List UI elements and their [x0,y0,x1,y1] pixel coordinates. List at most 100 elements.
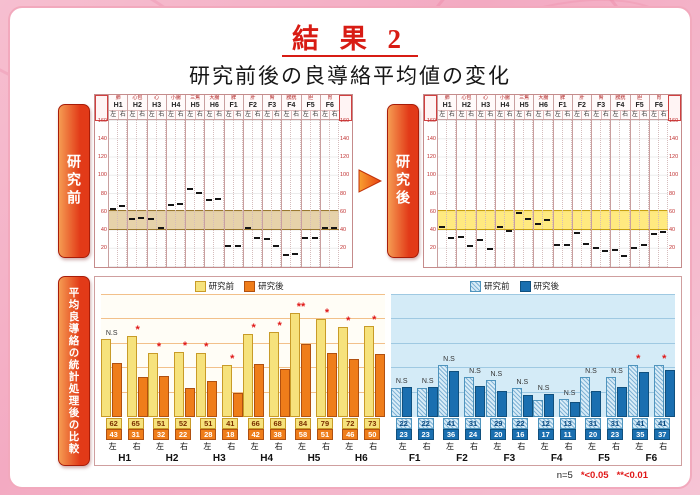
bars-row [485,379,507,417]
side-sublabel: 右 [448,112,455,118]
meridian-column-F3: 腎 F3 左右 [262,95,282,267]
gridline [391,294,675,295]
bar-group-H6: * * [337,295,385,417]
bar-after [138,377,149,417]
data-mark [138,217,145,220]
data-subcolumn-左 [225,120,234,267]
bar-pair-H4-right: * [269,321,291,417]
group-name: H3 [212,453,226,464]
labels-zone-F: 22 23 22 23 左右 F1 41 36 31 24 左右 F2 29 20 22 16 左右 F3 12 17… [391,418,675,464]
meridian-organ-label: 心 [154,95,160,101]
data-subcolumn-右 [582,120,591,267]
bar-after [348,358,359,417]
data-subcolumn-右 [214,120,224,267]
column-header: 三焦 H5 左右 [186,95,205,120]
axis-tick-label: 100 [97,172,107,178]
side-sublabel: 左 [321,111,331,119]
gridline [101,367,385,369]
data-mark [215,197,222,200]
data-subcolumn-左 [515,120,525,267]
axis-tick-label: 120 [426,153,436,160]
slide: 結 果 2 研究前後の良導絡平均値の変化 研究前 160 140 120 100 80 6… [8,6,692,489]
meridian-column-H5: 三焦 H5 左右 [185,95,205,267]
left-right-labels: 左右 [156,441,188,452]
physiological-band [534,209,553,231]
bar-group-labels-H5: 84 58 79 51 左右 H5 [290,418,337,464]
meridian-code-label: F5 [306,102,315,109]
physiological-band [438,209,457,231]
column-plot-body [166,120,185,267]
left-right-header: 左右 [630,110,649,119]
gridline [391,318,675,320]
side-sublabel: 左 [445,442,454,451]
value-stack-right: 68 38 [269,418,286,440]
meridian-column-H1: 肺 H1 左右 [437,95,457,267]
column-header: 脾 F1 左右 [553,95,572,120]
bar-before [127,335,138,417]
meridian-organ-label: 胃 [656,95,662,101]
data-subcolumn-右 [157,120,166,267]
bar-before [101,339,112,417]
bar-pair-H5-left: ** [290,301,312,417]
meridian-column-H1: 肺 H1 左右 [108,95,128,267]
value-after: 43 [105,429,122,440]
meridian-code-label: H2 [461,102,471,109]
data-subcolumn-右 [176,120,185,267]
left-right-labels: 左右 [588,441,620,452]
meridian-organ-label: 膀胱 [286,95,297,101]
data-subcolumn-左 [631,120,640,267]
bar-before [337,327,348,417]
meridian-code-label: F3 [597,102,606,109]
meridian-organ-label: 腎 [269,95,275,101]
bar-after [428,386,439,417]
value-before: 84 [294,418,311,429]
data-mark [602,250,609,253]
meridian-column-H3: 心 H3 左右 [475,95,495,267]
column-header: 三焦 H5 左右 [515,95,534,120]
significance-marker: * [372,313,377,326]
physiological-band [147,209,166,231]
axis-tick-area: 160 140 120 100 80 60 40 20 [424,118,437,267]
side-sublabel: 右 [293,112,300,118]
axis-tick-label: 120 [97,153,107,160]
legend-label-before-h: 研究前 [208,281,235,291]
meridian-column-F6: 胃 F6 左右 [319,95,339,267]
data-subcolumn-左 [186,120,196,267]
data-mark [157,227,164,230]
side-sublabel: 左 [203,442,212,451]
value-before: 65 [127,418,144,429]
data-subcolumn-左 [457,120,467,267]
value-boxes: 22 23 22 23 [395,418,434,440]
physiological-band [109,209,128,231]
bar-pair-F2-left: N.S [438,354,460,417]
data-mark [302,236,309,239]
bar-after [475,385,486,417]
legend-label-before-f: 研究前 [484,281,510,291]
value-after: 36 [442,429,459,440]
value-stack-left: 22 23 [395,418,412,440]
group-name: F1 [408,453,421,464]
side-sublabel: 右 [312,112,319,118]
axis-tick-label: 80 [340,190,347,197]
bar-after [206,380,217,417]
meridian-code-label: F6 [654,102,663,109]
value-stack-left: 84 58 [294,418,311,440]
bar-before [533,400,544,417]
physiological-band [592,209,611,231]
data-subcolumn-右 [137,120,147,267]
value-boxes: 31 20 31 23 [584,418,623,440]
column-header: 心 H3 左右 [476,95,495,120]
legend-foot-meridians: 研究前 研究後 [470,280,559,292]
value-stack-right: 52 22 [174,418,191,440]
bar-before [580,377,591,417]
physiological-band [495,209,514,231]
meridian-column-H4: 小腸 H4 左右 [494,95,514,267]
side-sublabel: 左 [635,442,644,451]
axis-tick-label: 140 [97,135,107,142]
value-boxes: 72 46 73 50 [342,418,381,440]
bar-before [290,312,301,417]
value-after: 35 [632,429,649,440]
side-sublabel: 左 [250,442,259,451]
data-mark [330,227,337,230]
meridian-organ-label: 脾 [560,95,566,101]
